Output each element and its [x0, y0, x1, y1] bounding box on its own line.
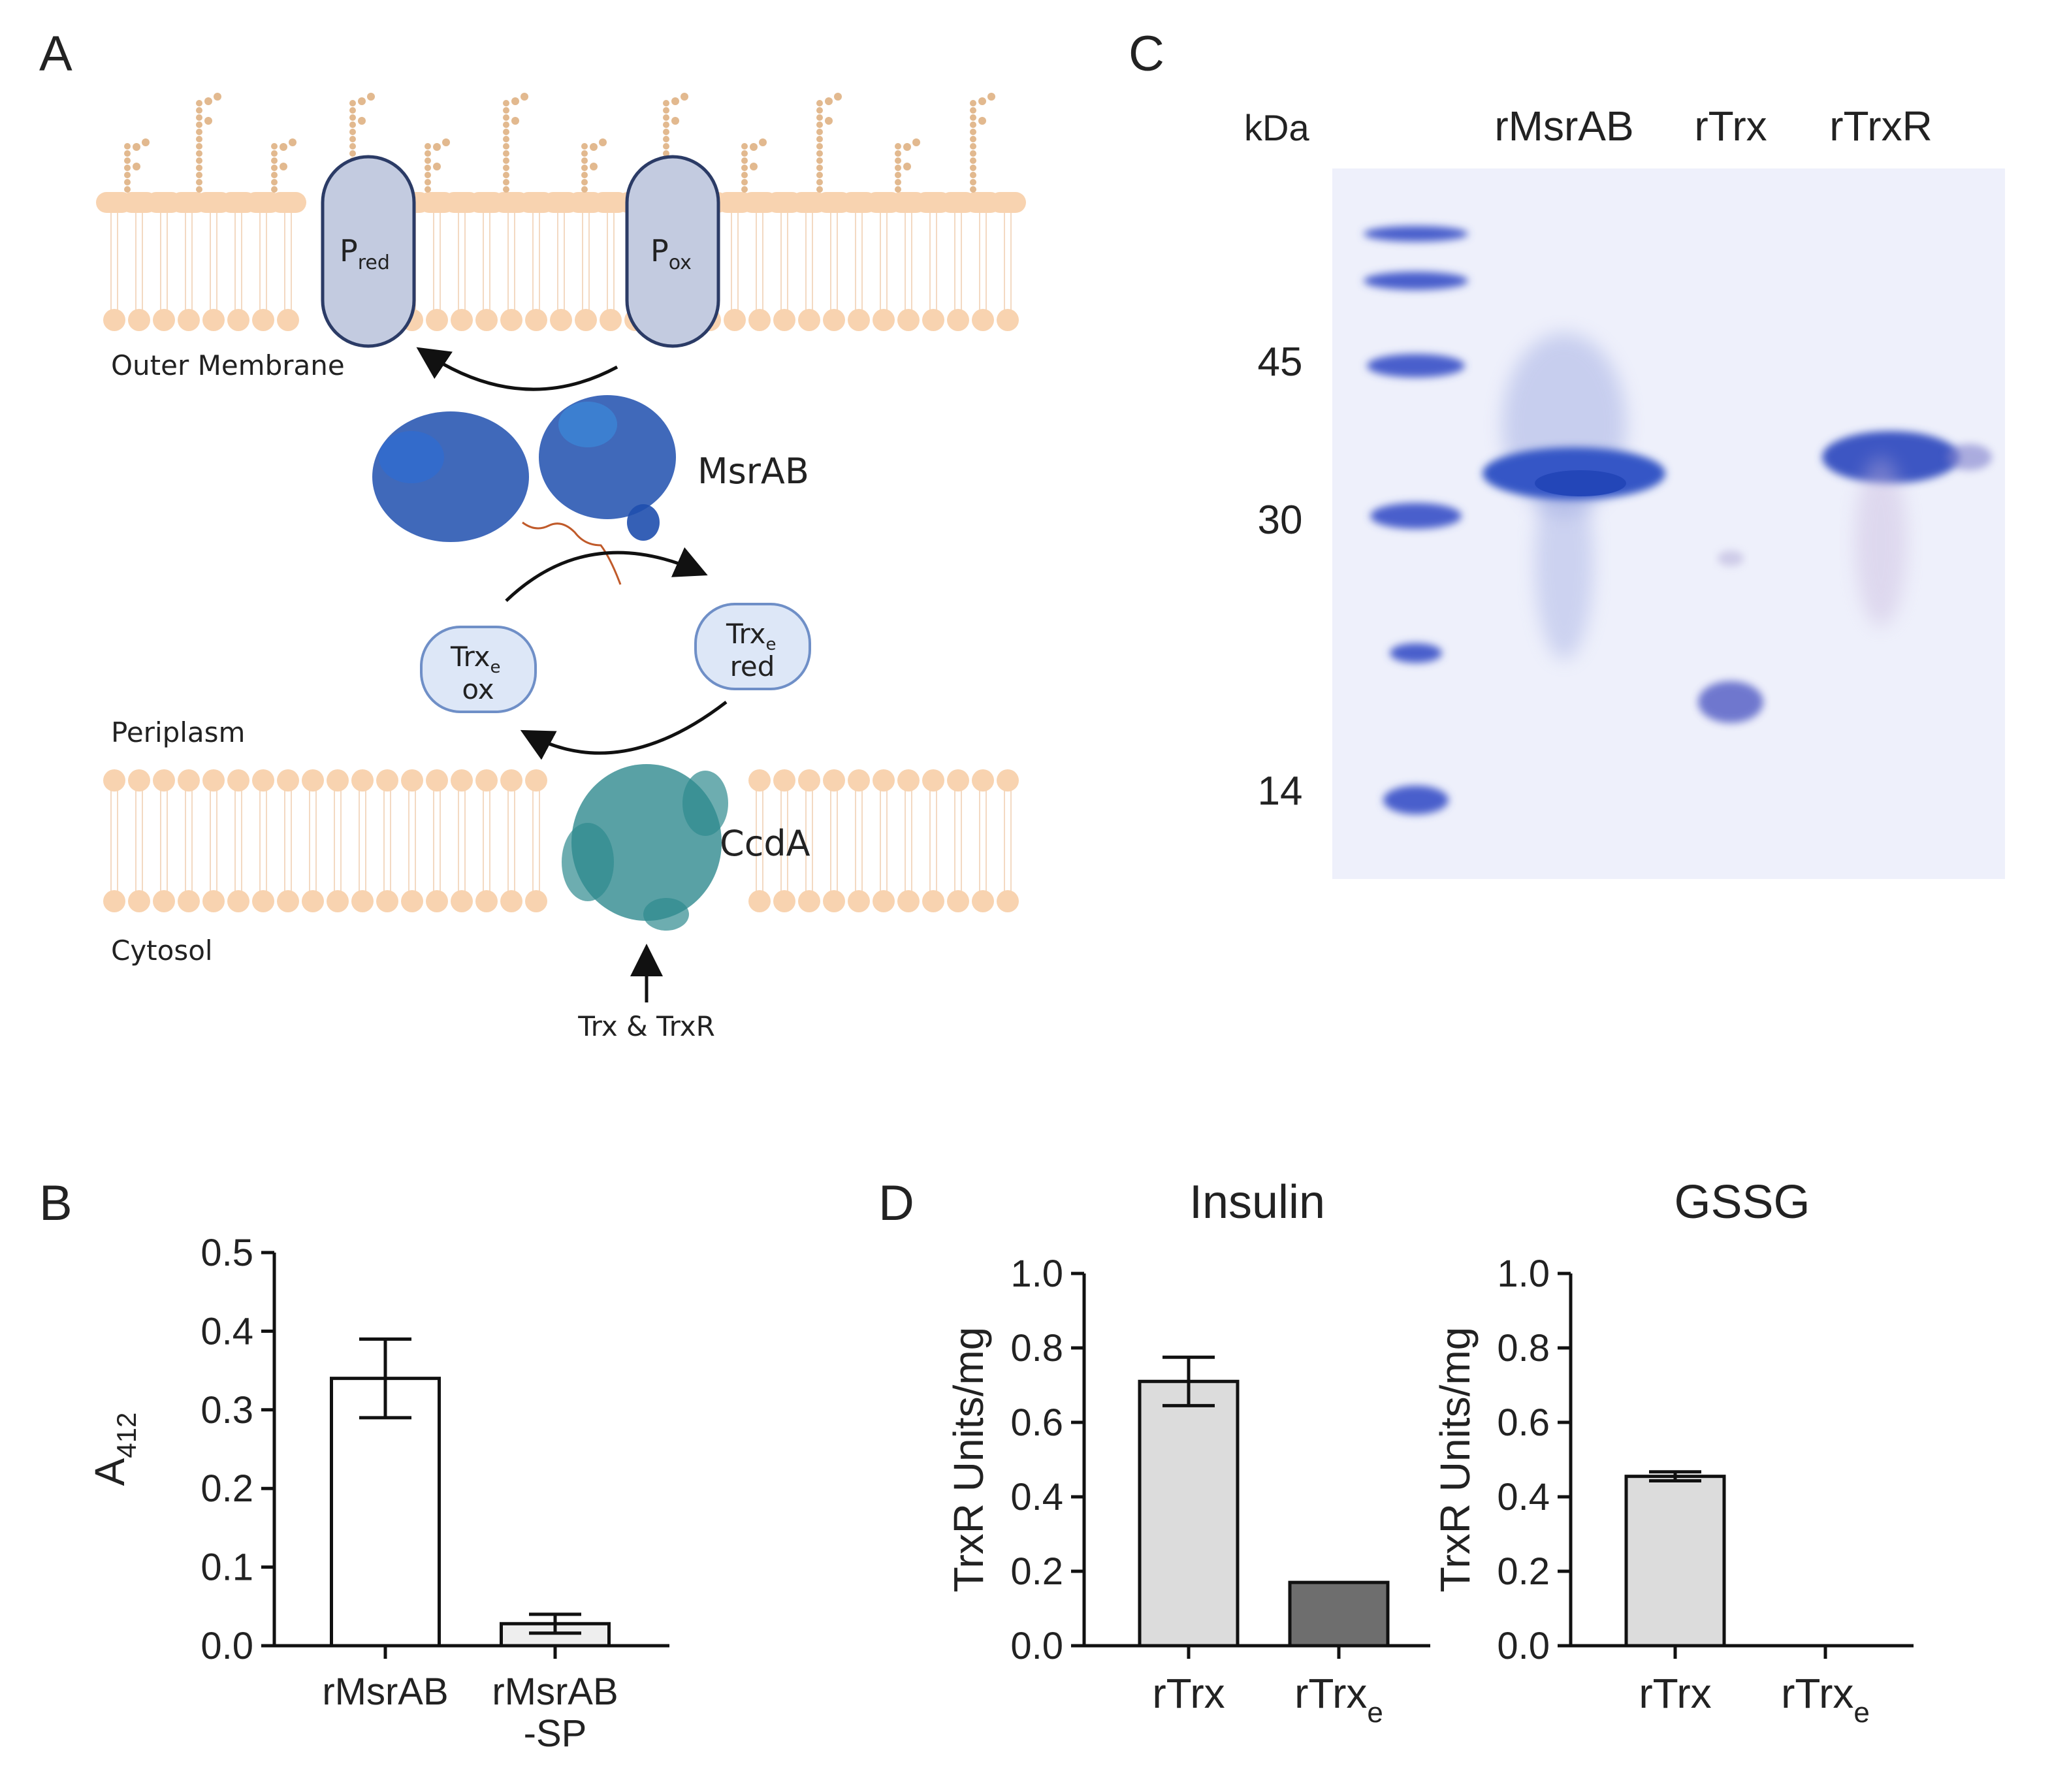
x-tick-label: -SP — [524, 1712, 587, 1755]
bar — [1138, 1379, 1240, 1648]
msrab-label: MsrAB — [697, 451, 809, 492]
panel-c: C kDa rMsrAB rTrx rTrxR 45 30 14 — [1129, 26, 2005, 879]
y-tick-label: 1.0 — [1010, 1253, 1063, 1295]
cytosol-label: Cytosol — [111, 935, 213, 967]
svg-text:Pox: Pox — [650, 233, 692, 274]
trxe-red-node: Trxe red — [694, 603, 811, 690]
y-tick-label: 0.4 — [200, 1310, 253, 1352]
p-ox-sub: ox — [669, 251, 692, 274]
outer-membrane-label: Outer Membrane — [111, 349, 345, 381]
panel-label-c: C — [1129, 26, 1164, 82]
porin-p-red: Pred — [321, 155, 416, 348]
y-axis-label: A412 — [86, 1413, 142, 1486]
y-tick-label: 0.1 — [200, 1546, 253, 1589]
x-tick-label: rTrx — [1639, 1670, 1711, 1717]
bar — [330, 1377, 441, 1648]
arrow-to-p-red — [416, 347, 618, 391]
y-tick-label: 0.2 — [1497, 1550, 1550, 1593]
trxe-ox-base: Trx — [450, 641, 490, 673]
arrow-ox-to-red — [505, 547, 708, 602]
chart-title: GSSG — [1674, 1176, 1810, 1228]
y-tick-label: 0.8 — [1497, 1327, 1550, 1369]
svg-text:Trxe: Trxe — [450, 641, 500, 677]
y-axis-label: TrxR Units/mg — [945, 1327, 992, 1593]
error-bar — [359, 1337, 411, 1420]
y-tick-label: 0.8 — [1010, 1327, 1063, 1369]
trxe-red-sub: e — [765, 635, 776, 654]
lane-label-rmsrab: rMsrAB — [1494, 103, 1633, 150]
bar — [1624, 1475, 1726, 1648]
lane-label-rtrx: rTrx — [1694, 103, 1767, 150]
gel-image — [1332, 168, 2005, 879]
panel-d: D 0.0 0.2 0.4 0.6 0.8 1.0 TrxR Units/mg Insulin… — [878, 1176, 1914, 1729]
error-bar — [1162, 1355, 1215, 1407]
marker-14: 14 — [1258, 769, 1303, 814]
trxe-ox-sub: e — [490, 658, 500, 677]
lane-label-rtrxr: rTrxR — [1829, 103, 1932, 150]
y-tick-label: 0.4 — [1010, 1476, 1063, 1518]
chart-d-gssg: 0.0 0.2 0.4 0.6 0.8 1.0 TrxR Units/mg GSSG rTrx r… — [1432, 1176, 1914, 1729]
y-tick-label: 1.0 — [1497, 1253, 1550, 1295]
y-tick-label: 0.0 — [1010, 1625, 1063, 1667]
p-ox-label: P — [650, 233, 669, 268]
svg-text:Pred: Pred — [340, 233, 390, 274]
bar — [1288, 1580, 1390, 1648]
x-tick-label: rMsrAB — [492, 1671, 618, 1713]
x-tick-label: rMsrAB — [322, 1671, 448, 1713]
x-tick-label: rTrx — [1152, 1670, 1225, 1717]
panel-label-d: D — [878, 1176, 914, 1231]
y-tick-label: 0.2 — [200, 1467, 253, 1510]
y-tick-label: 0.5 — [200, 1232, 253, 1274]
y-tick-label: 0.0 — [1497, 1625, 1550, 1667]
y-tick-label: 0.4 — [1497, 1476, 1550, 1518]
y-tick-label: 0.3 — [200, 1389, 253, 1432]
panel-a: A Pred Pox Outer Membrane MsrAB — [39, 26, 1026, 1042]
panel-label-b: B — [39, 1176, 72, 1231]
trx-trxr-label: Trx & TrxR — [577, 1010, 715, 1042]
x-tick-label: rTrxe — [1294, 1670, 1383, 1729]
kda-label: kDa — [1244, 107, 1309, 148]
arrow-to-trxe-ox — [520, 701, 728, 760]
marker-30: 30 — [1258, 498, 1303, 543]
porin-p-ox: Pox — [625, 155, 720, 348]
p-red-label: P — [340, 233, 358, 268]
trxe-red-base: Trx — [726, 618, 765, 650]
ccda-label: CcdA — [720, 823, 810, 864]
trxe-ox-node: Trxe ox — [420, 626, 537, 713]
error-bar — [529, 1612, 581, 1635]
y-axis-label: TrxR Units/mg — [1432, 1327, 1479, 1593]
p-red-sub: red — [358, 251, 390, 274]
y-tick-label: 0.2 — [1010, 1550, 1063, 1593]
y-tick-label: 0.0 — [200, 1625, 253, 1667]
error-bar — [1649, 1470, 1701, 1482]
periplasm-label: Periplasm — [111, 716, 245, 748]
svg-text:Trxe: Trxe — [726, 618, 776, 654]
chart-title: Insulin — [1189, 1176, 1325, 1228]
y-tick-label: 0.6 — [1010, 1401, 1063, 1444]
chart-d-insulin: 0.0 0.2 0.4 0.6 0.8 1.0 TrxR Units/mg Insulin rT… — [945, 1176, 1430, 1729]
y-tick-label: 0.6 — [1497, 1401, 1550, 1444]
panel-label-a: A — [39, 26, 72, 82]
membranes — [96, 93, 1026, 912]
marker-45: 45 — [1258, 340, 1303, 385]
trxe-red-state: red — [730, 650, 775, 682]
ccda-protein — [558, 758, 735, 934]
trxe-ox-state: ox — [462, 673, 494, 705]
msrab-protein — [372, 395, 676, 585]
x-tick-label: rTrxe — [1781, 1670, 1870, 1729]
